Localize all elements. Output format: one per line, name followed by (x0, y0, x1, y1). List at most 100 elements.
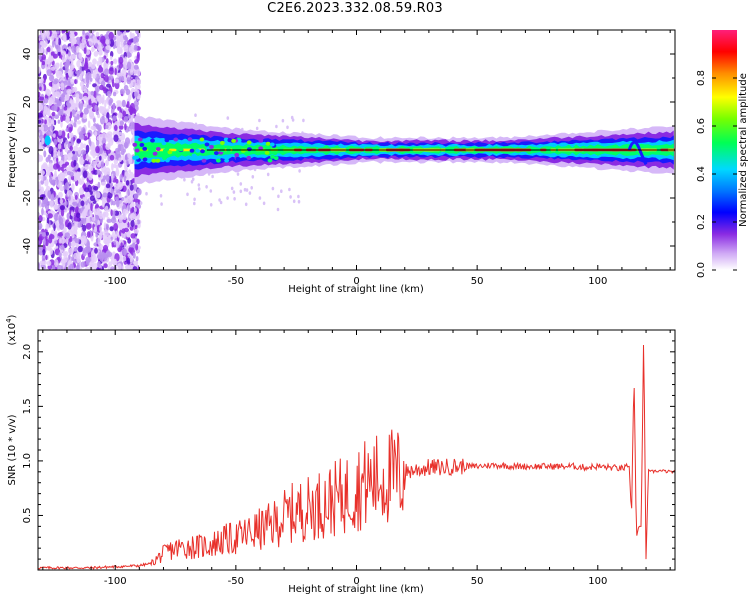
heatmap-noise-cell (123, 84, 129, 91)
heatmap-noise-cell (120, 37, 124, 42)
heatmap-scatter-cell (211, 174, 214, 179)
heatmap-noise-cell (77, 263, 80, 270)
heatmap-noise-cell (81, 37, 86, 46)
heatmap-scatter-cell (276, 207, 280, 212)
heatmap-noise-cell (65, 74, 69, 80)
heatmap-noise-cell (93, 226, 98, 233)
heatmap-scatter-cell (243, 187, 247, 192)
heatmap-noise-cell (42, 162, 48, 171)
heatmap-noise-cell (56, 177, 59, 186)
heatmap-noise-cell (56, 157, 59, 163)
heatmap-noise-cell (55, 220, 59, 227)
heatmap-scatter-cell (262, 201, 266, 206)
heatmap-noise-cell (43, 98, 49, 104)
heatmap-noise-cell (81, 60, 84, 67)
heatmap-noise-cell (50, 35, 55, 41)
heatmap-noise-cell (69, 263, 74, 270)
heatmap-noise-cell (136, 68, 141, 77)
heatmap-noise-cell (53, 213, 59, 221)
heatmap-noise-cell (106, 218, 113, 223)
heatmap-scatter-cell (245, 188, 249, 192)
heatmap-noise-cell (113, 159, 119, 165)
heatmap-noise-cell (52, 179, 56, 187)
heatmap-noise-cell (91, 46, 95, 53)
heatmap-scatter-cell (280, 189, 283, 193)
heatmap-noise-cell (85, 153, 90, 162)
heatmap-noise-cell (66, 102, 72, 108)
heatmap-noise-cell (118, 157, 122, 163)
heatmap-blob-cell (139, 142, 145, 147)
heatmap-noise-cell (57, 191, 63, 199)
heatmap-noise-cell (128, 264, 133, 270)
heatmap-blob-cell (235, 156, 241, 161)
heatmap-noise-cell (108, 67, 114, 75)
heatmap-noise-cell (53, 163, 59, 170)
heatmap-noise-cell (45, 231, 50, 236)
x-tick-label: -100 (104, 276, 127, 287)
heatmap-noise-cell (123, 116, 129, 123)
heatmap-noise-cell (38, 222, 43, 230)
heatmap-noise-cell (50, 119, 54, 125)
heatmap-noise-cell (110, 198, 113, 206)
heatmap-noise-cell (127, 238, 132, 244)
heatmap-noise-cell (95, 238, 99, 244)
heatmap-scatter-cell (292, 199, 296, 204)
heatmap-noise-cell (93, 117, 96, 123)
heatmap-noise-cell (55, 130, 59, 138)
heatmap-noise-cell (98, 243, 103, 250)
heatmap-noise-cell (99, 255, 104, 262)
heatmap-noise-cell (116, 72, 121, 77)
heatmap-noise-cell (126, 172, 131, 181)
heatmap-noise-cell (93, 51, 99, 57)
heatmap-noise-cell (116, 46, 123, 55)
heatmap-noise-cell (76, 113, 80, 120)
heatmap-scatter-cell (251, 175, 255, 179)
heatmap-noise-cell (104, 205, 109, 212)
heatmap-noise-cell (133, 228, 139, 234)
heatmap-noise-cell (131, 238, 136, 243)
heatmap-scatter-cell (289, 195, 292, 199)
heatmap-noise-cell (110, 267, 115, 270)
heatmap-noise-cell (109, 38, 115, 47)
heatmap-noise-cell (50, 56, 54, 62)
heatmap-noise-cell (61, 30, 67, 33)
heatmap-noise-cell (99, 106, 105, 115)
heatmap-scatter-cell (239, 189, 243, 194)
heatmap-noise-cell (106, 251, 113, 258)
heatmap-noise-cell (111, 242, 114, 248)
heatmap-noise-cell (52, 265, 56, 270)
heatmap-noise-cell (135, 243, 139, 251)
heatmap-noise-cell (102, 253, 108, 262)
heatmap-noise-cell (133, 91, 138, 98)
heatmap-noise-cell (126, 230, 130, 238)
heatmap-noise-cell (124, 123, 127, 131)
heatmap-noise-cell (104, 231, 109, 237)
heatmap-noise-cell (88, 165, 94, 172)
heatmap-blob-cell (162, 156, 167, 160)
heatmap-noise-cell (38, 181, 42, 190)
heatmap-scatter-cell (145, 191, 148, 196)
heatmap-noise-cell (115, 164, 119, 170)
heatmap-noise-cell (103, 87, 107, 94)
heatmap-noise-cell (54, 170, 57, 177)
heatmap-blob-cell (209, 144, 214, 149)
heatmap-noise-cell (41, 137, 45, 145)
heatmap-noise-cell (122, 208, 127, 217)
heatmap-blob-cell (258, 138, 264, 143)
colorbar: 0.0 0.2 0.4 0.6 0.8 Normalized spectral ampl… (696, 30, 749, 278)
heatmap-noise-cell (65, 139, 69, 145)
heatmap-noise-cell (74, 79, 77, 84)
heatmap-noise-cell (57, 119, 61, 124)
heatmap-noise-cell (95, 157, 100, 163)
heatmap-noise-cell (45, 30, 50, 38)
heatmap-noise-cell (137, 84, 141, 89)
heatmap-noise-cell (64, 182, 70, 191)
heatmap-noise-cell (89, 261, 95, 267)
heatmap-scatter-cell (139, 201, 143, 205)
heatmap-scatter-cell (297, 199, 301, 204)
heatmap-noise-cell (39, 96, 45, 101)
heatmap-noise-cell (54, 31, 58, 39)
heatmap-noise-cell (59, 173, 63, 177)
heatmap-noise-cell (124, 162, 127, 171)
heatmap-noise-cell (60, 166, 64, 171)
